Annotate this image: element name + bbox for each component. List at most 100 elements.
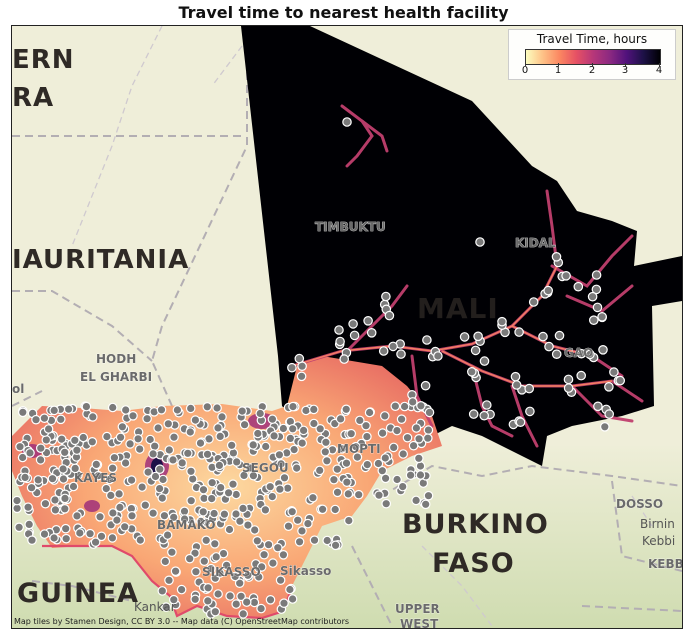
health-facility-marker[interactable]	[237, 406, 247, 416]
health-facility-marker[interactable]	[43, 424, 54, 434]
health-facility-marker[interactable]	[420, 380, 431, 391]
health-facility-marker[interactable]	[615, 375, 625, 386]
health-facility-marker[interactable]	[40, 498, 51, 509]
health-facility-marker[interactable]	[231, 489, 241, 500]
health-facility-marker[interactable]	[267, 491, 278, 502]
health-facility-marker[interactable]	[354, 415, 365, 426]
health-facility-marker[interactable]	[254, 572, 264, 582]
health-facility-marker[interactable]	[350, 441, 361, 452]
health-facility-marker[interactable]	[149, 441, 160, 451]
health-facility-marker[interactable]	[228, 448, 239, 458]
health-facility-marker[interactable]	[107, 402, 118, 413]
health-facility-marker[interactable]	[209, 508, 219, 519]
health-facility-marker[interactable]	[235, 516, 245, 526]
health-facility-marker[interactable]	[309, 418, 319, 429]
health-facility-marker[interactable]	[102, 431, 112, 442]
health-facility-marker[interactable]	[114, 489, 124, 499]
health-facility-marker[interactable]	[142, 413, 152, 424]
health-facility-marker[interactable]	[39, 413, 50, 423]
health-facility-marker[interactable]	[172, 405, 183, 415]
health-facility-marker[interactable]	[126, 475, 137, 485]
health-facility-marker[interactable]	[238, 609, 248, 619]
health-facility-marker[interactable]	[215, 431, 225, 442]
health-facility-marker[interactable]	[162, 530, 173, 540]
health-facility-marker[interactable]	[49, 405, 59, 416]
health-facility-marker[interactable]	[510, 371, 521, 382]
health-facility-marker[interactable]	[133, 433, 143, 444]
health-facility-marker[interactable]	[35, 455, 46, 465]
health-facility-marker[interactable]	[282, 483, 293, 493]
health-facility-marker[interactable]	[433, 351, 443, 361]
health-facility-marker[interactable]	[294, 536, 305, 547]
health-facility-marker[interactable]	[167, 547, 177, 557]
health-facility-marker[interactable]	[468, 409, 479, 419]
health-facility-marker[interactable]	[226, 440, 237, 451]
health-facility-marker[interactable]	[405, 470, 416, 480]
health-facility-marker[interactable]	[85, 528, 95, 539]
health-facility-marker[interactable]	[342, 117, 352, 127]
health-facility-marker[interactable]	[349, 330, 360, 341]
health-facility-marker[interactable]	[157, 586, 168, 596]
health-facility-marker[interactable]	[332, 487, 343, 498]
health-facility-marker[interactable]	[314, 465, 325, 476]
health-facility-marker[interactable]	[31, 414, 41, 425]
health-facility-marker[interactable]	[95, 511, 105, 522]
health-facility-marker[interactable]	[361, 420, 371, 431]
health-facility-marker[interactable]	[514, 327, 524, 337]
health-facility-marker[interactable]	[72, 511, 82, 521]
health-facility-marker[interactable]	[60, 493, 70, 504]
health-facility-markers[interactable]	[12, 117, 625, 619]
health-facility-marker[interactable]	[335, 336, 345, 347]
health-facility-marker[interactable]	[260, 505, 271, 515]
health-facility-marker[interactable]	[148, 449, 158, 459]
health-facility-marker[interactable]	[343, 515, 354, 526]
health-facility-marker[interactable]	[265, 594, 276, 605]
health-facility-marker[interactable]	[287, 594, 298, 604]
health-facility-marker[interactable]	[415, 470, 426, 480]
health-facility-marker[interactable]	[397, 481, 408, 492]
health-facility-marker[interactable]	[329, 474, 339, 485]
health-facility-marker[interactable]	[287, 423, 298, 434]
health-facility-marker[interactable]	[379, 411, 390, 421]
health-facility-marker[interactable]	[115, 502, 125, 513]
health-facility-marker[interactable]	[373, 458, 384, 469]
health-facility-marker[interactable]	[515, 417, 526, 427]
health-facility-marker[interactable]	[104, 474, 115, 485]
health-facility-marker[interactable]	[26, 482, 37, 493]
health-facility-marker[interactable]	[239, 419, 250, 430]
health-facility-marker[interactable]	[297, 438, 307, 448]
health-facility-marker[interactable]	[27, 535, 37, 545]
health-facility-marker[interactable]	[215, 568, 225, 578]
health-facility-marker[interactable]	[362, 459, 373, 470]
health-facility-marker[interactable]	[169, 432, 179, 442]
health-facility-marker[interactable]	[154, 483, 165, 494]
health-facility-marker[interactable]	[213, 589, 223, 599]
health-facility-marker[interactable]	[199, 556, 210, 566]
health-facility-marker[interactable]	[207, 477, 217, 488]
health-facility-marker[interactable]	[470, 345, 481, 356]
health-facility-marker[interactable]	[225, 591, 235, 601]
health-facility-marker[interactable]	[554, 330, 565, 341]
health-facility-marker[interactable]	[213, 423, 223, 433]
health-facility-marker[interactable]	[288, 401, 298, 412]
health-facility-marker[interactable]	[23, 502, 33, 512]
health-facility-marker[interactable]	[275, 484, 285, 494]
health-facility-marker[interactable]	[392, 474, 402, 485]
health-facility-marker[interactable]	[339, 354, 349, 364]
health-facility-marker[interactable]	[119, 521, 130, 532]
health-facility-marker[interactable]	[117, 421, 128, 432]
health-facility-marker[interactable]	[402, 432, 413, 443]
health-facility-marker[interactable]	[203, 582, 213, 593]
health-facility-marker[interactable]	[163, 418, 174, 429]
health-facility-marker[interactable]	[135, 535, 146, 545]
health-facility-marker[interactable]	[296, 371, 307, 382]
health-facility-marker[interactable]	[563, 383, 574, 393]
health-facility-marker[interactable]	[169, 594, 179, 605]
health-facility-marker[interactable]	[265, 481, 276, 492]
health-facility-marker[interactable]	[342, 477, 352, 487]
health-facility-marker[interactable]	[72, 445, 82, 455]
health-facility-marker[interactable]	[576, 370, 586, 381]
health-facility-marker[interactable]	[20, 472, 30, 483]
health-facility-marker[interactable]	[202, 449, 213, 460]
health-facility-marker[interactable]	[128, 410, 138, 421]
